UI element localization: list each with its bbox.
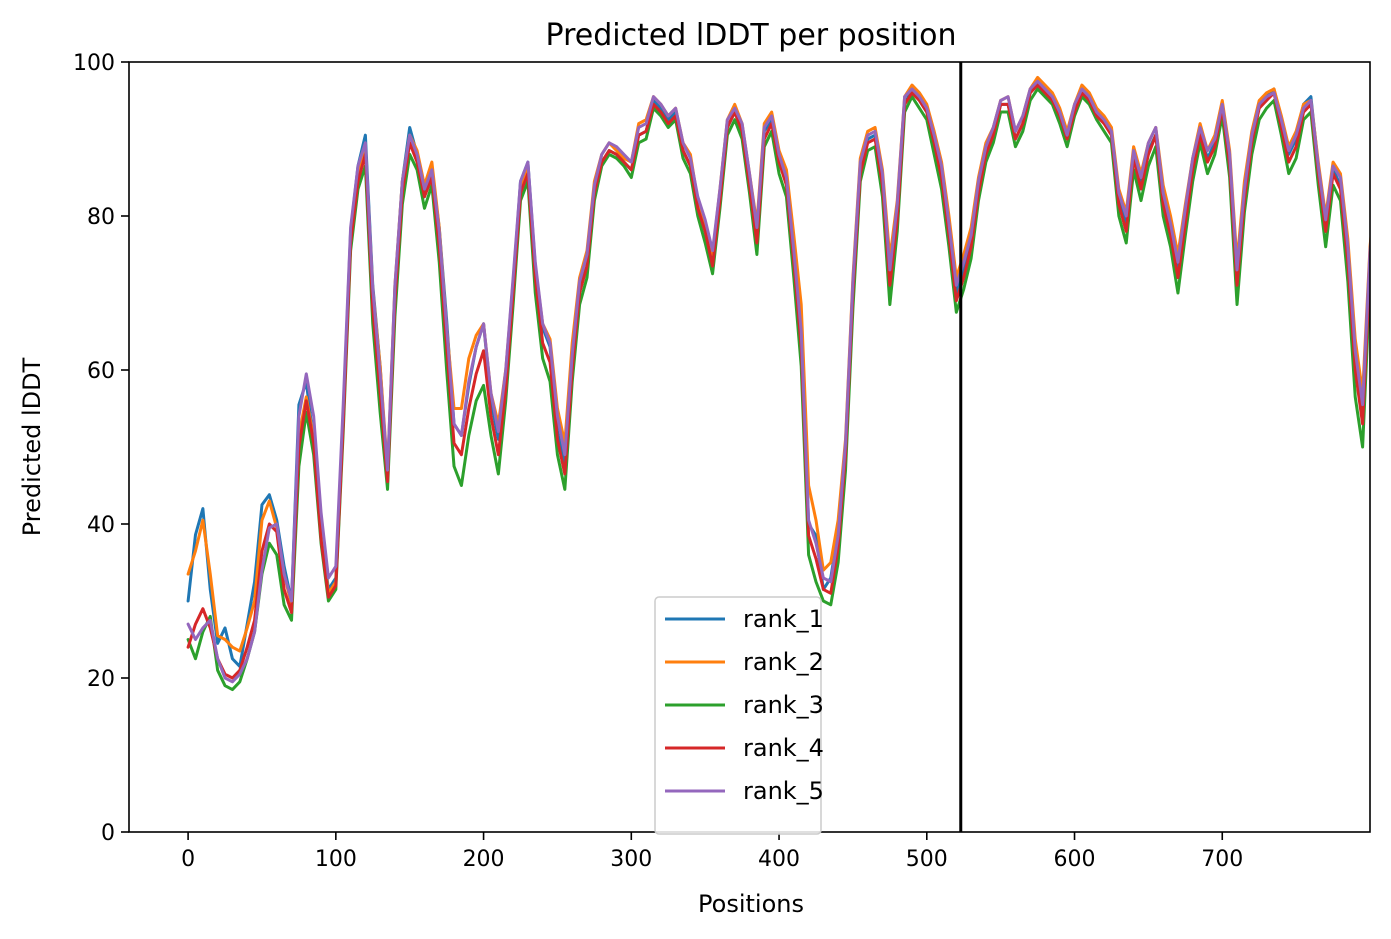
y-tick-label: 100 <box>73 51 115 76</box>
x-tick-label: 700 <box>1201 847 1243 872</box>
legend-label-rank_2: rank_2 <box>743 648 824 676</box>
x-tick-label: 0 <box>181 847 195 872</box>
y-axis-label: Predicted lDDT <box>18 357 46 536</box>
legend-label-rank_5: rank_5 <box>743 777 824 805</box>
y-tick-label: 0 <box>101 821 115 846</box>
x-axis-label: Positions <box>698 890 804 918</box>
x-tick-label: 300 <box>610 847 652 872</box>
legend: rank_1 rank_2 rank_3 rank_4 rank_5 <box>654 596 824 835</box>
chart-title: Predicted lDDT per position <box>546 18 957 53</box>
series-line-rank_5 <box>186 79 1370 684</box>
x-axis: 0 100 200 300 400 500 600 700 <box>181 832 1243 872</box>
legend-label-rank_4: rank_4 <box>743 734 824 762</box>
y-axis: 0 20 40 60 80 100 <box>73 51 129 846</box>
y-tick-label: 40 <box>87 513 115 538</box>
legend-box <box>654 596 822 835</box>
series-layer <box>186 75 1370 692</box>
y-tick-label: 20 <box>87 667 115 692</box>
x-tick-label: 500 <box>906 847 948 872</box>
legend-label-rank_1: rank_1 <box>743 605 824 633</box>
legend-label-rank_3: rank_3 <box>743 691 824 719</box>
y-tick-label: 80 <box>87 205 115 230</box>
x-tick-label: 400 <box>758 847 800 872</box>
y-tick-label: 60 <box>87 359 115 384</box>
x-tick-label: 200 <box>463 847 505 872</box>
x-tick-label: 100 <box>315 847 357 872</box>
x-tick-label: 600 <box>1054 847 1096 872</box>
